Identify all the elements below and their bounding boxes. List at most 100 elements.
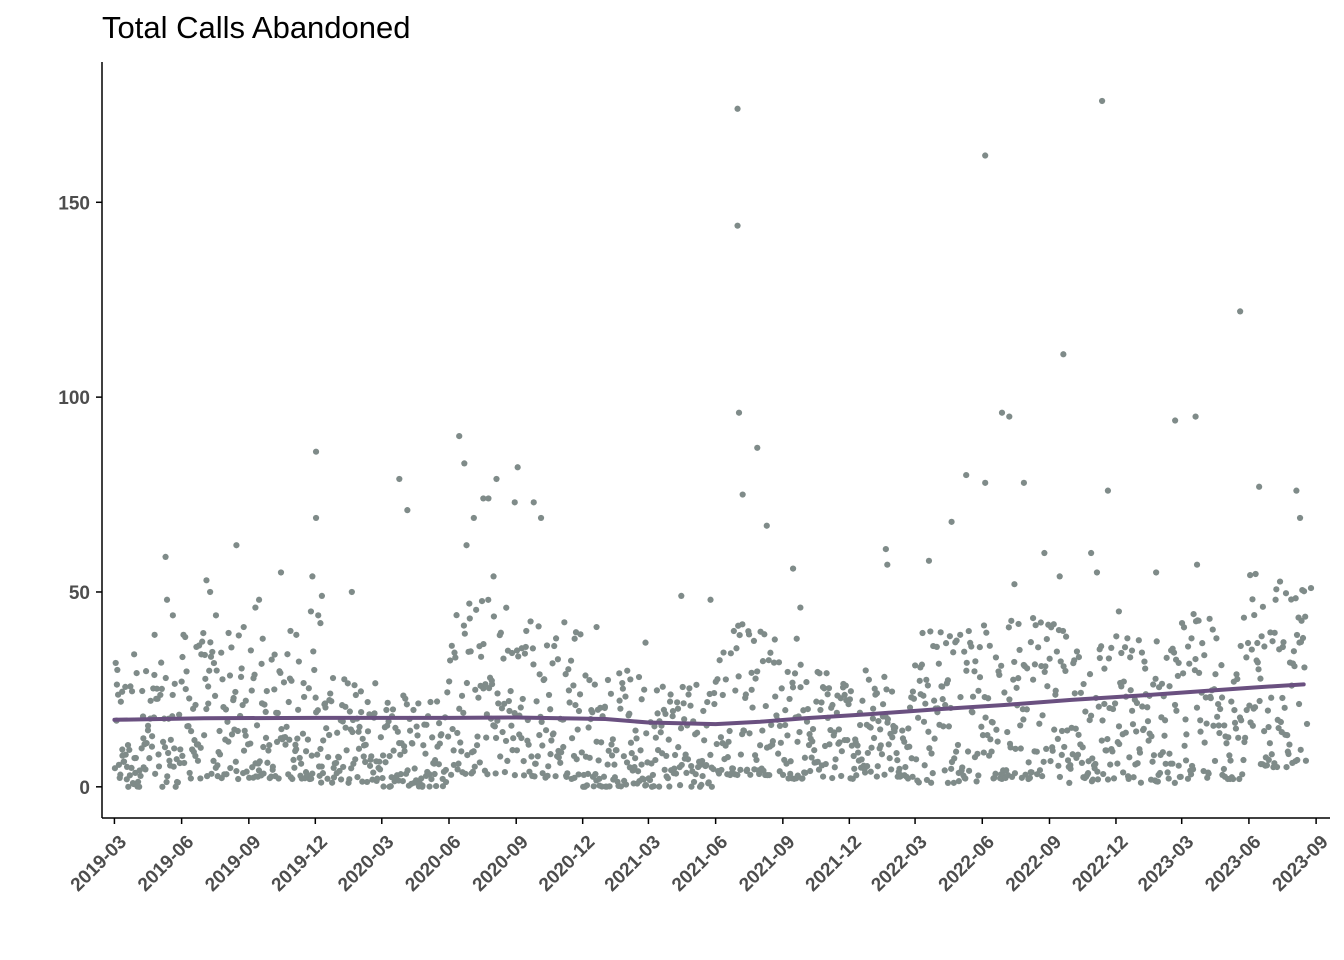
data-point [935,660,942,667]
data-point [187,775,194,782]
data-point [349,728,356,736]
data-point [1240,756,1247,764]
data-point [1080,680,1087,688]
data-point [593,623,600,631]
data-point [1159,749,1166,756]
data-point [663,752,670,760]
data-point [1255,666,1262,673]
data-point [1029,615,1037,622]
data-point [829,774,836,782]
data-point [1125,775,1132,782]
data-point [1088,549,1095,557]
data-point [777,739,784,746]
data-point [224,718,231,725]
data-point [210,757,217,764]
data-point [896,765,903,772]
data-point [211,692,219,699]
data-point [642,782,650,789]
data-point [161,744,169,751]
data-point [1197,717,1204,724]
data-point [182,686,189,693]
data-point [928,779,935,786]
data-point [419,782,426,789]
data-point [749,704,756,711]
data-point [1156,769,1164,777]
data-point [1040,758,1047,765]
data-point [503,604,510,611]
data-point [366,711,373,718]
data-point [376,766,384,773]
data-point [568,735,576,742]
data-point [704,698,711,706]
data-point [155,751,162,758]
data-point [240,623,247,631]
data-point [545,691,553,699]
data-point [1215,700,1222,708]
x-tick-label: 2020-12 [535,832,599,896]
data-point [572,702,579,709]
data-point [1129,721,1137,728]
data-point [922,700,929,707]
data-point [233,767,240,775]
data-point [511,710,518,717]
data-point [1149,758,1156,765]
data-point [285,698,292,706]
data-point [1190,610,1197,618]
data-point [176,711,183,718]
x-tick-label: 2021-03 [601,832,665,896]
data-point [694,729,701,736]
data-point [315,612,322,619]
data-point [1269,638,1276,645]
data-point [357,688,364,695]
data-point [203,705,210,713]
data-point [638,696,645,703]
data-point [1003,767,1010,774]
data-point [460,622,468,629]
data-point [992,770,999,777]
data-point [570,682,577,689]
data-point [1170,649,1178,656]
data-point [582,672,589,679]
data-point [343,747,350,754]
data-point [359,735,366,742]
data-point [539,770,546,777]
data-point [360,753,367,760]
data-point [906,743,913,750]
data-point [1300,588,1308,595]
data-point [1237,642,1244,650]
data-point [818,699,825,706]
data-point [963,659,970,666]
data-point [1077,689,1084,696]
data-point [814,758,821,765]
data-point [1020,479,1028,486]
data-point [1240,614,1248,621]
data-point [1121,644,1129,651]
data-point [1177,773,1184,780]
data-point [1192,413,1199,420]
data-point [608,752,616,759]
data-point [520,758,527,765]
data-point [924,682,931,689]
data-point [433,698,441,705]
data-point [802,769,809,776]
data-point [600,773,608,780]
data-point [1193,704,1201,711]
data-point [307,608,315,615]
data-point [641,686,648,693]
data-point [1058,751,1065,759]
data-point [464,751,471,759]
data-point [326,731,333,739]
data-point [517,704,524,711]
data-point [155,763,163,770]
data-point [745,631,753,638]
data-point [1206,615,1213,622]
data-point [954,741,962,749]
data-point [566,699,573,706]
data-point [813,698,820,705]
data-point [877,742,884,749]
data-point [1236,775,1243,783]
data-point [1277,718,1284,726]
x-tick-label: 2020-06 [401,832,465,896]
data-point [617,783,625,790]
data-point [584,770,592,777]
